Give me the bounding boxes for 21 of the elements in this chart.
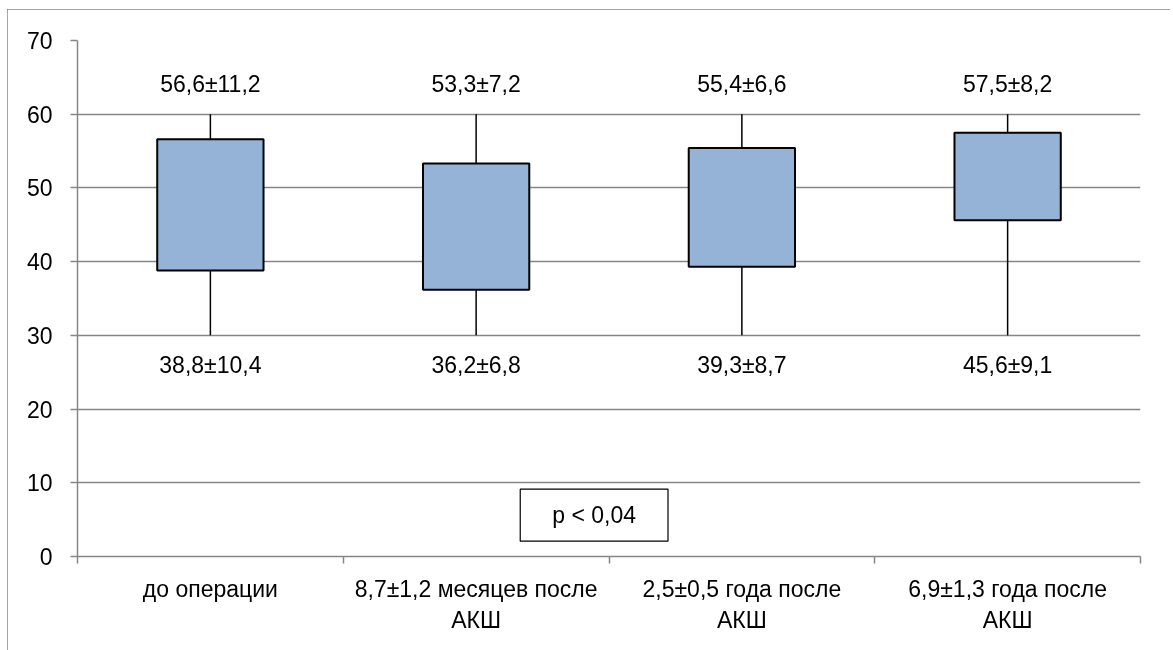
annotation: 36,2±6,8 [431, 352, 521, 379]
annotation: 57,5±8,2 [962, 71, 1053, 98]
y-tick-label: 70 [26, 28, 53, 54]
x-tick-label: 8,7±1,2 месяцев после АКШ [354, 575, 598, 633]
y-tick-label: 60 [26, 101, 53, 128]
y-tick-label: 0 [39, 544, 53, 570]
y-tick-label: 10 [26, 470, 53, 497]
annotation: 55,4±6,6 [697, 71, 787, 98]
x-tick-label: 2,5±0,5 года после АКШ [642, 575, 842, 633]
annotation: 45,6±9,1 [962, 352, 1053, 379]
y-tick-label: 30 [26, 322, 53, 349]
annotation: p < 0,04 [552, 502, 637, 529]
annotation: 56,6±11,2 [160, 71, 261, 98]
y-tick-label: 20 [26, 396, 53, 423]
annotation: 38,8±10,4 [159, 352, 262, 379]
y-tick-label: 40 [26, 249, 53, 276]
annotation: 39,3±8,7 [697, 352, 787, 379]
x-tick-label: до операции [142, 575, 278, 602]
annotation: 53,3±7,2 [431, 71, 521, 98]
y-tick-label: 50 [26, 175, 53, 202]
x-tick-label: 6,9±1,3 года после АКШ [908, 575, 1107, 633]
